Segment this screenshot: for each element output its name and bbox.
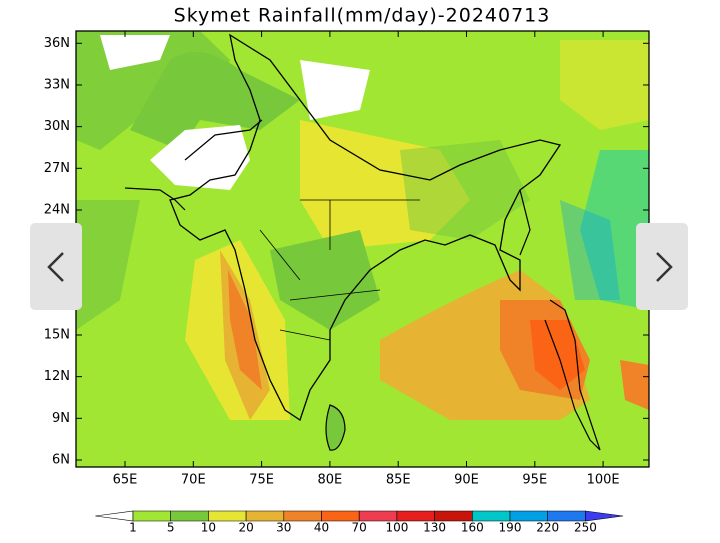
- colorbar-label: 40: [314, 521, 329, 535]
- lat-label: 6N: [52, 453, 70, 468]
- colorbar-label: 1: [129, 521, 137, 535]
- colorbar-label: 250: [574, 521, 597, 535]
- lat-label: 9N: [52, 411, 70, 426]
- colorbar-segment: [585, 510, 624, 522]
- colorbar-label: 30: [276, 521, 291, 535]
- next-button[interactable]: [636, 223, 688, 310]
- map-field: [76, 31, 649, 467]
- lat-label: 36N: [44, 36, 70, 51]
- colorbar-segment: [547, 510, 586, 522]
- colorbar-label: 100: [385, 521, 408, 535]
- colorbar-label: 20: [238, 521, 253, 535]
- colorbar-segment: [95, 510, 134, 522]
- lon-label: 70E: [181, 473, 206, 488]
- lon-label: 90E: [454, 473, 479, 488]
- colorbar-label: 5: [167, 521, 175, 535]
- colorbar-label: 130: [423, 521, 446, 535]
- lon-label: 95E: [522, 473, 547, 488]
- colorbar-label: 70: [352, 521, 367, 535]
- colorbar-segment: [434, 510, 473, 522]
- colorbar-segment: [396, 510, 435, 522]
- lat-label: 27N: [44, 161, 70, 176]
- lon-label: 65E: [113, 473, 138, 488]
- previous-button[interactable]: [30, 223, 82, 310]
- map-title: Skymet Rainfall(mm/day)-20240713: [174, 5, 551, 27]
- colorbar-segment: [132, 510, 171, 522]
- colorbar-segment: [170, 510, 209, 522]
- colorbar-segment: [245, 510, 285, 522]
- colorbar-segment: [472, 510, 511, 522]
- colorbar-segment: [509, 510, 548, 522]
- colorbar-segment: [321, 510, 360, 522]
- colorbar-label: 10: [201, 521, 216, 535]
- lon-label: 75E: [249, 473, 274, 488]
- lat-label: 15N: [44, 327, 70, 342]
- lat-label: 30N: [44, 119, 70, 134]
- colorbar-segment: [358, 510, 398, 522]
- lat-label: 24N: [44, 202, 70, 217]
- colorbar-label: 220: [536, 521, 559, 535]
- colorbar-segment: [283, 510, 322, 522]
- colorbar-segment: [208, 510, 247, 522]
- lat-label: 33N: [44, 77, 70, 92]
- previous-icon: [47, 252, 64, 282]
- lon-label: 80E: [318, 473, 343, 488]
- colorbar-label: 190: [499, 521, 522, 535]
- colorbar-label: 160: [461, 521, 484, 535]
- lat-label: 12N: [44, 369, 70, 384]
- lon-label: 100E: [587, 473, 620, 488]
- lon-label: 85E: [386, 473, 411, 488]
- next-icon: [656, 252, 673, 282]
